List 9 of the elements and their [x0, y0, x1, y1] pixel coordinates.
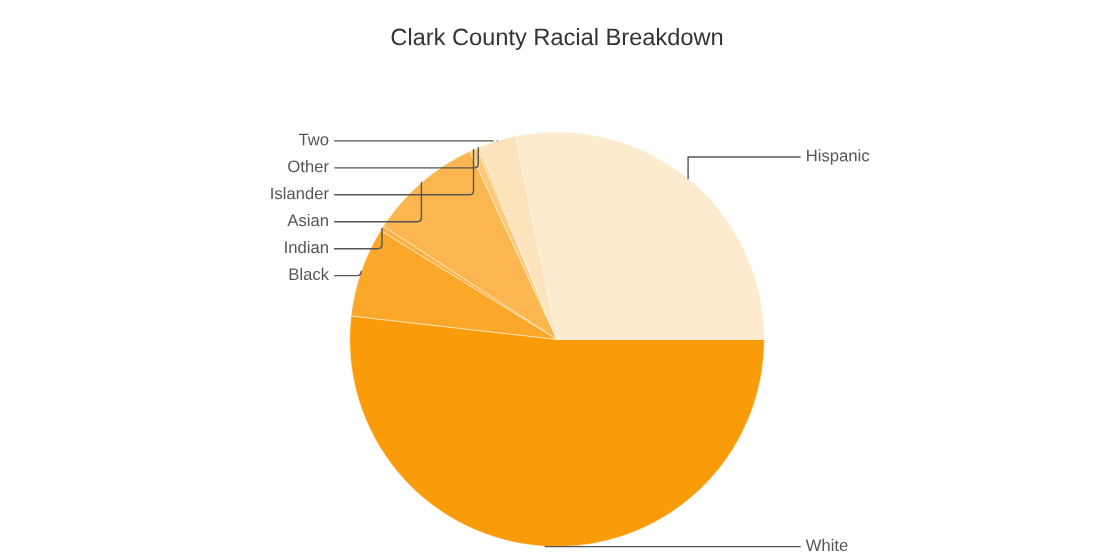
slice-label: Asian	[287, 213, 328, 227]
slice-label: Hispanic	[807, 149, 870, 165]
slice-label: Other	[288, 160, 329, 173]
slice-label: Black	[289, 267, 330, 281]
slice-label: Indian	[285, 240, 328, 254]
slice-label: White	[805, 538, 848, 552]
slice-label: Islander	[271, 187, 329, 200]
chart-title: Clark County Racial Breakdown	[391, 27, 723, 50]
slice-label: Two	[298, 133, 329, 146]
